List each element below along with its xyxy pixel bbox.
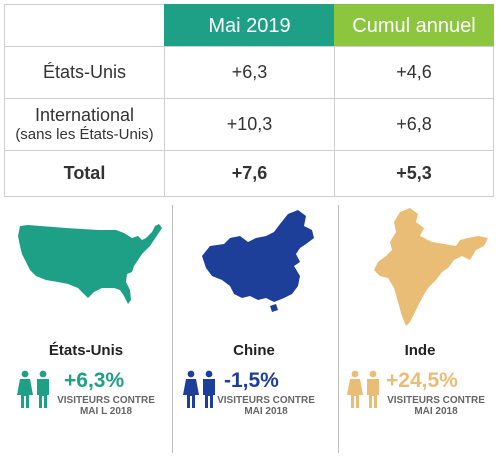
visitors-icon [347,370,379,408]
note-line: MAI 2018 [244,405,288,417]
row-value-may: +6,3 [164,46,334,98]
visitors-icon [17,370,49,408]
row-sublabel: (sans les États-Unis) [15,125,154,143]
visitors-icon [183,370,215,408]
note-line: VISITEURS CONTRE [57,395,155,406]
header-ytd: Cumul annuel [334,4,494,46]
note-line: MAI L 2018 [79,405,133,417]
row-label: International [34,104,135,125]
china-map-icon [202,210,314,312]
row-value-ytd: +5,3 [334,150,494,197]
visitor-change-note: VISITEURS CONTRE MAI 2018 [216,395,316,417]
country-panel-india: Inde +24,5% VISITEURS CONTRE MAI 2018 [340,206,500,461]
table-header-row: Mai 2019 Cumul annuel [4,4,494,46]
header-may-2019: Mai 2019 [164,4,334,46]
visitor-change-value: +6,3% [64,369,125,392]
visitor-change-value: +24,5% [386,369,458,392]
note-line: VISITEURS CONTRE [387,395,485,406]
country-name: États-Unis [48,342,124,359]
country-name: Inde [404,342,436,359]
header-empty-cell [4,4,164,46]
row-label: États-Unis [4,46,164,98]
row-value-ytd: +4,6 [334,46,494,98]
row-label-cell: International (sans les États-Unis) [4,98,164,150]
visitor-change-note: VISITEURS CONTRE MAI L 2018 [56,395,156,417]
visitor-change-table: Mai 2019 Cumul annuel États-Unis +6,3 +4… [4,4,494,197]
row-value-may: +7,6 [164,150,334,197]
note-line: VISITEURS CONTRE [217,395,315,406]
row-label: Total [4,150,164,197]
visitor-change-note: VISITEURS CONTRE MAI 2018 [386,395,486,417]
panel-divider [172,205,173,453]
row-value-ytd: +6,8 [334,98,494,150]
country-name: Chine [233,342,275,359]
visitor-change-value: -1,5% [224,369,279,392]
table-row: États-Unis +6,3 +4,6 [4,46,494,98]
note-line: MAI 2018 [414,405,458,417]
country-panel-usa: États-Unis +6,3% VISITEURS CONTRE MAI L … [6,206,166,461]
panel-divider [338,205,339,453]
table-row: International (sans les États-Unis) +10,… [4,98,494,150]
row-value-may: +10,3 [164,98,334,150]
table-row-total: Total +7,6 +5,3 [4,150,494,197]
country-panel-china: Chine -1,5% VISITEURS CONTRE MAI 2018 [174,206,334,461]
india-map-icon [374,208,488,326]
usa-map-icon [18,224,162,304]
